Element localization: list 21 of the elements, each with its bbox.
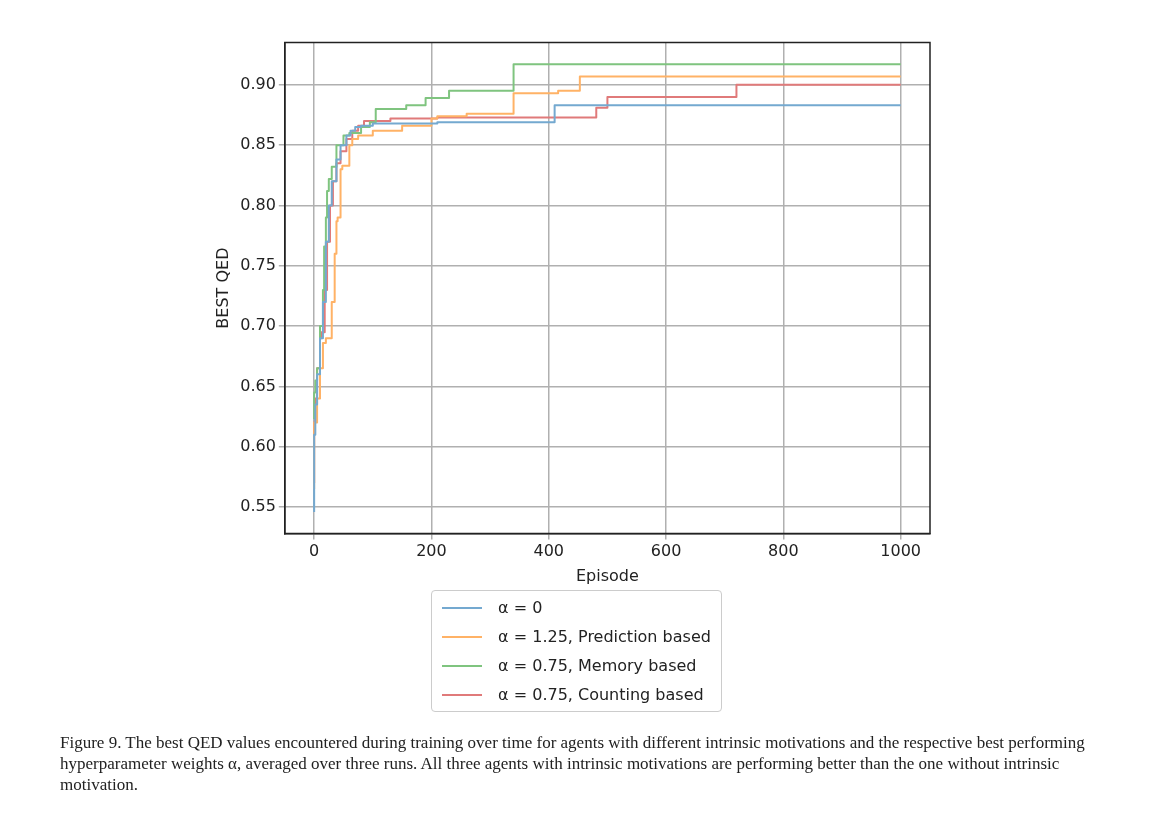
caption: Figure 9. The best QED values encountered during training over time for agents with different intrinsic motivations and the respective best performing hyperparameter weights α, averaged over three runs. All three agents with intrinsic motivations are performing better than the one without intrinsic motivation. (60, 732, 1086, 795)
legend-label: α = 1.25, Prediction based (498, 627, 711, 646)
y-tick-label: 0.55 (240, 496, 276, 516)
y-tick-label: 0.70 (240, 315, 276, 335)
y-tick-label: 0.80 (240, 194, 276, 214)
x-tick-label: 800 (768, 541, 799, 561)
legend-label: α = 0.75, Counting based (498, 685, 704, 704)
x-axis-title: Episode (575, 565, 639, 585)
x-tick-label: 600 (650, 541, 682, 561)
y-tick-label: 0.85 (240, 134, 276, 154)
x-tick-label: 200 (416, 541, 447, 561)
y-axis-title: BEST QED (212, 247, 232, 329)
y-tick-label: 0.65 (240, 375, 276, 395)
x-tick-label: 1000 (880, 541, 922, 561)
x-tick-label: 0 (309, 541, 320, 561)
legend-label: α = 0.75, Memory based (498, 656, 697, 675)
y-tick-label: 0.90 (240, 73, 276, 93)
x-tick-label: 400 (533, 541, 565, 561)
y-tick-label: 0.60 (240, 435, 276, 455)
legend-label: α = 0 (498, 598, 543, 617)
y-tick-label: 0.75 (240, 254, 276, 274)
